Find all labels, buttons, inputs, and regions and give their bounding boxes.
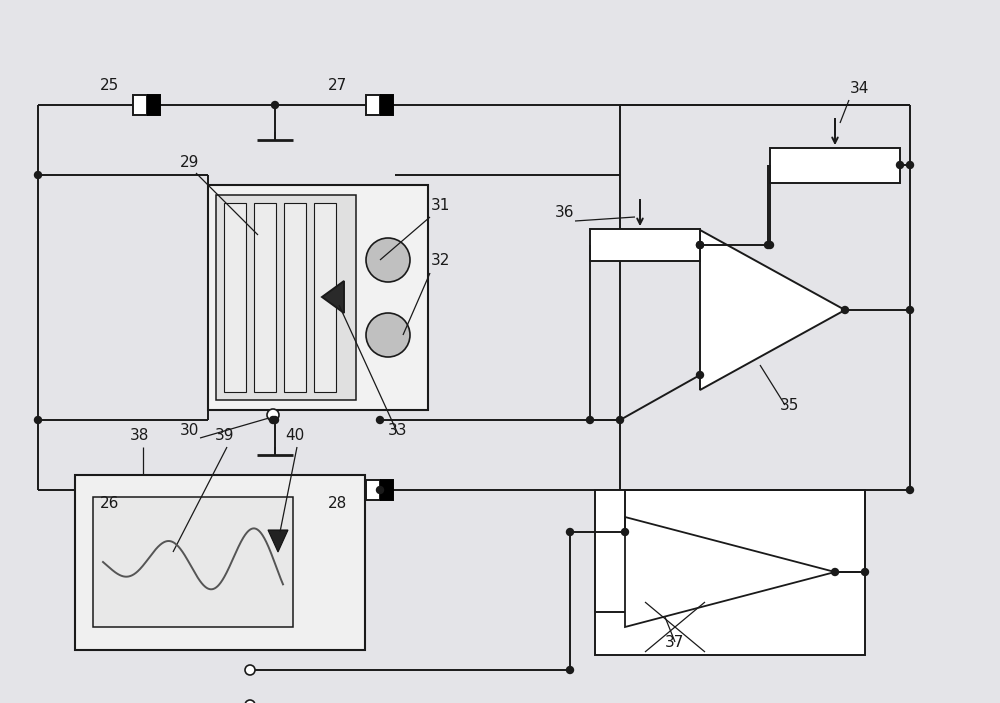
Circle shape xyxy=(832,569,838,576)
Text: 35: 35 xyxy=(780,398,799,413)
Text: 26: 26 xyxy=(100,496,119,511)
Polygon shape xyxy=(625,517,835,627)
Text: 34: 34 xyxy=(850,81,869,96)
Bar xyxy=(93,497,293,627)
Circle shape xyxy=(765,242,772,248)
Circle shape xyxy=(270,416,276,423)
Bar xyxy=(133,95,147,115)
Bar xyxy=(148,95,160,115)
Circle shape xyxy=(616,416,624,423)
Bar xyxy=(595,490,865,655)
Circle shape xyxy=(767,242,774,248)
Text: 27: 27 xyxy=(328,78,347,93)
Text: 31: 31 xyxy=(431,198,450,213)
Circle shape xyxy=(842,307,848,314)
Polygon shape xyxy=(700,230,845,390)
Circle shape xyxy=(906,486,914,494)
Bar xyxy=(770,148,900,183)
Circle shape xyxy=(272,101,278,108)
Circle shape xyxy=(906,162,914,169)
Circle shape xyxy=(586,416,594,423)
Text: 39: 39 xyxy=(215,428,234,443)
Circle shape xyxy=(896,162,904,169)
Circle shape xyxy=(245,700,255,703)
Polygon shape xyxy=(322,281,344,313)
Circle shape xyxy=(366,313,410,357)
Bar xyxy=(148,480,160,500)
Text: 29: 29 xyxy=(180,155,199,170)
Circle shape xyxy=(906,307,914,314)
Circle shape xyxy=(566,529,574,536)
Polygon shape xyxy=(268,530,288,552)
Bar xyxy=(284,203,306,392)
Circle shape xyxy=(34,416,42,423)
Bar xyxy=(75,475,365,650)
Circle shape xyxy=(272,416,278,423)
Circle shape xyxy=(366,238,410,282)
Circle shape xyxy=(376,416,384,423)
Bar xyxy=(254,203,276,392)
Text: 32: 32 xyxy=(431,253,450,268)
Text: 37: 37 xyxy=(665,635,684,650)
Circle shape xyxy=(862,569,868,576)
Bar xyxy=(133,480,147,500)
Bar xyxy=(224,203,246,392)
Bar xyxy=(590,229,700,261)
Text: 38: 38 xyxy=(130,428,149,443)
Bar xyxy=(314,203,336,392)
Bar xyxy=(208,185,428,410)
Bar xyxy=(381,480,393,500)
Circle shape xyxy=(34,172,42,179)
Bar xyxy=(366,95,380,115)
Circle shape xyxy=(376,486,384,494)
Bar xyxy=(381,95,393,115)
Text: 40: 40 xyxy=(285,428,304,443)
Text: 25: 25 xyxy=(100,78,119,93)
Circle shape xyxy=(622,529,629,536)
Text: 33: 33 xyxy=(388,423,408,438)
Bar xyxy=(216,195,356,400)
Circle shape xyxy=(696,371,704,378)
Text: 30: 30 xyxy=(180,423,199,438)
Text: 28: 28 xyxy=(328,496,347,511)
Circle shape xyxy=(245,665,255,675)
Circle shape xyxy=(696,242,704,248)
Circle shape xyxy=(566,666,574,673)
Circle shape xyxy=(267,409,279,421)
Text: 36: 36 xyxy=(555,205,574,220)
Bar xyxy=(366,480,380,500)
Circle shape xyxy=(696,242,704,248)
